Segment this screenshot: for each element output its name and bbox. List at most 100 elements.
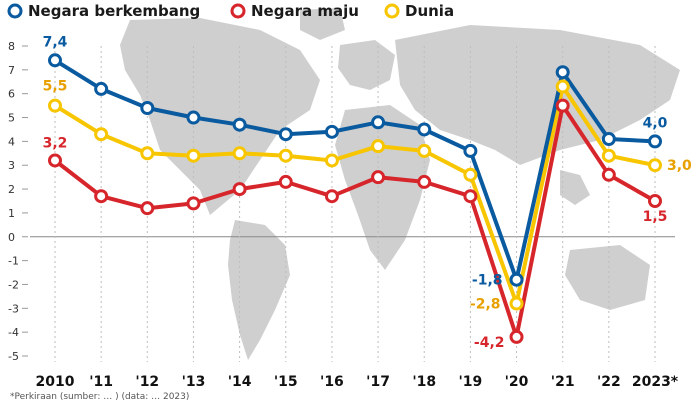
data-point-negara-berkembang (278, 127, 293, 142)
series-data-labels: 7,4 -1,8 4,0 3,2 -4,2 1,5 5,5 -2,8 3,0 (43, 34, 692, 351)
data-point-dunia (232, 146, 247, 161)
x-tick-label: '19 (458, 374, 482, 390)
data-point-negara-maju (324, 189, 339, 204)
legend-label-dunia: Dunia (405, 2, 454, 20)
data-point-negara-berkembang (555, 65, 570, 80)
series-line-negara-maju (53, 103, 657, 339)
data-point-dunia (509, 296, 524, 311)
data-label-negara-maju: 3,2 (43, 135, 68, 151)
data-point-dunia (648, 158, 662, 173)
data-point-negara-berkembang (509, 272, 524, 287)
data-point-dunia (324, 153, 339, 168)
y-tick-label: 0 (8, 231, 15, 244)
legend-item-negara-berkembang: Negara berkembang (7, 2, 200, 20)
x-tick-label: '22 (597, 374, 621, 390)
data-point-negara-maju (463, 189, 478, 204)
data-point-negara-maju (417, 174, 432, 189)
data-point-dunia (371, 139, 386, 154)
x-tick-label: '20 (505, 374, 529, 390)
series-line-negara-berkembang (53, 58, 657, 282)
data-label-negara-berkembang: 7,4 (43, 34, 68, 50)
data-point-negara-maju (601, 167, 616, 182)
x-tick-label: '13 (182, 374, 206, 390)
y-axis-ticks: 8 7 6 5 4 3 2 1 0 -1 -2 -3 -4 -5 (8, 40, 28, 363)
series-lines (53, 58, 657, 339)
legend-label-negara-maju: Negara maju (251, 2, 359, 20)
data-point-negara-berkembang (601, 132, 616, 146)
x-tick-label: '21 (551, 374, 575, 390)
data-point-negara-maju (140, 201, 155, 216)
data-point-dunia (48, 98, 62, 113)
data-point-negara-maju (555, 98, 570, 113)
footnote: *Perkiraan (sumber: … ) (data: … 2023) (10, 392, 189, 400)
data-point-negara-berkembang (463, 143, 478, 158)
data-label-negara-maju: 1,5 (643, 209, 668, 225)
x-tick-label: '16 (320, 374, 344, 390)
legend-item-dunia: Dunia (384, 2, 454, 20)
x-tick-label: '15 (274, 374, 298, 390)
legend: Negara berkembang Negara maju Dunia (7, 2, 454, 20)
series-line-dunia (53, 84, 657, 306)
legend-marker-negara-berkembang (7, 3, 23, 19)
y-tick-label: -1 (8, 255, 19, 268)
data-point-dunia (94, 127, 109, 142)
data-point-negara-maju (94, 189, 109, 204)
data-label-dunia: 5,5 (43, 79, 68, 95)
data-point-negara-berkembang (324, 124, 339, 139)
data-point-negara-maju (186, 196, 201, 211)
y-tick-label: 6 (8, 88, 15, 101)
y-tick-label: 5 (8, 112, 15, 125)
data-point-negara-maju (48, 153, 62, 168)
data-point-negara-berkembang (48, 53, 62, 68)
data-label-dunia: -2,8 (470, 297, 501, 313)
y-tick-label: -2 (8, 278, 19, 291)
legend-item-negara-maju: Negara maju (230, 2, 359, 20)
data-point-dunia (278, 148, 293, 163)
x-axis-ticks: 2010 '11 '12 '13 '14 '15 '16 '17 '18 '19 '20 '21 '22… (36, 374, 679, 390)
data-label-negara-maju: -4,2 (474, 335, 505, 351)
legend-marker-dunia (384, 3, 400, 19)
data-point-dunia (463, 167, 478, 182)
data-point-dunia (555, 79, 570, 94)
x-tick-label: '17 (366, 374, 390, 390)
x-tick-label: '12 (135, 374, 159, 390)
data-label-negara-berkembang: 4,0 (643, 115, 668, 131)
x-tick-label: '14 (228, 374, 252, 390)
y-tick-label: -4 (8, 326, 19, 339)
data-point-negara-berkembang (417, 122, 432, 137)
data-point-negara-berkembang (648, 134, 662, 149)
y-tick-label: 2 (8, 183, 15, 196)
data-point-negara-berkembang (371, 115, 386, 130)
data-point-dunia (601, 148, 616, 163)
x-tick-label: 2010 (36, 374, 75, 390)
x-tick-label: '11 (89, 374, 113, 390)
data-point-negara-maju (509, 329, 524, 344)
legend-marker-negara-maju (230, 3, 246, 19)
data-point-dunia (186, 148, 201, 163)
series-points (48, 53, 662, 344)
legend-label-negara-berkembang: Negara berkembang (28, 2, 200, 20)
y-tick-label: 7 (8, 64, 15, 77)
x-tick-label: 2023* (632, 374, 679, 390)
data-label-dunia: 3,0 (667, 158, 692, 174)
data-point-negara-maju (232, 182, 247, 197)
data-point-negara-maju (278, 174, 293, 189)
y-tick-label: -5 (8, 350, 19, 363)
data-point-negara-maju (648, 194, 662, 208)
data-point-dunia (417, 143, 432, 158)
gridlines (30, 46, 675, 362)
world-map-background (120, 8, 680, 360)
y-tick-label: 1 (8, 207, 15, 220)
y-tick-label: 4 (8, 135, 15, 148)
y-tick-label: -3 (8, 302, 19, 315)
data-point-negara-berkembang (232, 117, 247, 132)
data-label-negara-berkembang: -1,8 (472, 273, 503, 289)
data-point-negara-maju (371, 170, 386, 185)
data-point-negara-berkembang (186, 110, 201, 125)
data-point-negara-berkembang (140, 101, 155, 115)
y-tick-label: 8 (8, 40, 15, 53)
data-point-dunia (140, 146, 155, 161)
data-point-negara-berkembang (94, 81, 109, 96)
